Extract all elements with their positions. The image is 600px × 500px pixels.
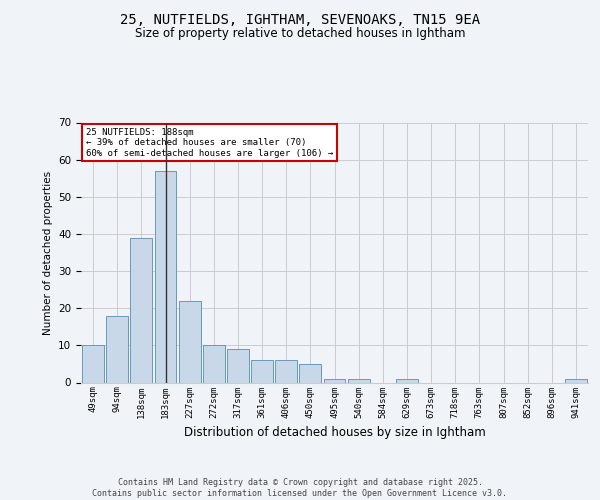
Bar: [348, 379, 370, 382]
Bar: [565, 379, 587, 382]
Bar: [275, 360, 297, 382]
Bar: [82, 346, 104, 383]
Bar: [299, 364, 321, 382]
Y-axis label: Number of detached properties: Number of detached properties: [43, 170, 53, 334]
Text: 25, NUTFIELDS, IGHTHAM, SEVENOAKS, TN15 9EA: 25, NUTFIELDS, IGHTHAM, SEVENOAKS, TN15 …: [120, 12, 480, 26]
Text: 25 NUTFIELDS: 188sqm
← 39% of detached houses are smaller (70)
60% of semi-detac: 25 NUTFIELDS: 188sqm ← 39% of detached h…: [86, 128, 334, 158]
Bar: [323, 379, 346, 382]
Bar: [155, 171, 176, 382]
Text: Size of property relative to detached houses in Ightham: Size of property relative to detached ho…: [135, 28, 465, 40]
Text: Contains HM Land Registry data © Crown copyright and database right 2025.
Contai: Contains HM Land Registry data © Crown c…: [92, 478, 508, 498]
Bar: [130, 238, 152, 382]
Bar: [179, 301, 200, 382]
X-axis label: Distribution of detached houses by size in Ightham: Distribution of detached houses by size …: [184, 426, 485, 439]
Bar: [106, 316, 128, 382]
Bar: [396, 379, 418, 382]
Bar: [251, 360, 273, 382]
Bar: [227, 349, 249, 382]
Bar: [203, 346, 224, 383]
